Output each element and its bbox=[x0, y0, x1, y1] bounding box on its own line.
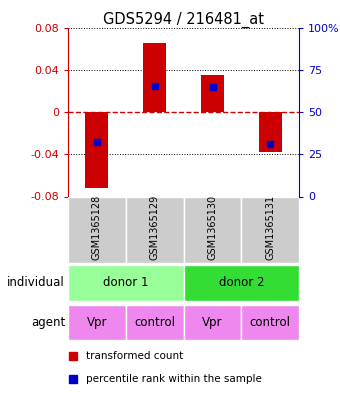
Bar bbox=[241, 196, 299, 263]
Text: donor 1: donor 1 bbox=[103, 276, 149, 290]
Bar bbox=[241, 305, 299, 340]
Text: GSM1365131: GSM1365131 bbox=[265, 195, 275, 260]
Polygon shape bbox=[66, 316, 67, 328]
Text: GSM1365130: GSM1365130 bbox=[207, 195, 218, 260]
Text: individual: individual bbox=[7, 276, 65, 290]
Polygon shape bbox=[66, 277, 67, 289]
Title: GDS5294 / 216481_at: GDS5294 / 216481_at bbox=[103, 11, 264, 28]
Text: percentile rank within the sample: percentile rank within the sample bbox=[86, 374, 262, 384]
Text: transformed count: transformed count bbox=[86, 351, 183, 361]
Bar bbox=[68, 265, 184, 301]
Text: Vpr: Vpr bbox=[202, 316, 223, 329]
Text: control: control bbox=[134, 316, 175, 329]
Text: control: control bbox=[250, 316, 291, 329]
Text: agent: agent bbox=[31, 316, 65, 329]
Bar bbox=[184, 305, 241, 340]
Bar bbox=[184, 196, 241, 263]
Text: donor 2: donor 2 bbox=[219, 276, 264, 290]
Bar bbox=[201, 75, 224, 112]
Bar bbox=[126, 196, 184, 263]
Bar bbox=[85, 112, 108, 188]
Bar bbox=[184, 265, 299, 301]
Text: GSM1365128: GSM1365128 bbox=[92, 195, 102, 260]
Bar bbox=[143, 43, 166, 112]
Text: Vpr: Vpr bbox=[87, 316, 107, 329]
Text: GSM1365129: GSM1365129 bbox=[150, 195, 160, 260]
Bar bbox=[259, 112, 282, 152]
Bar bbox=[126, 305, 184, 340]
Bar bbox=[68, 196, 126, 263]
Bar bbox=[68, 305, 126, 340]
